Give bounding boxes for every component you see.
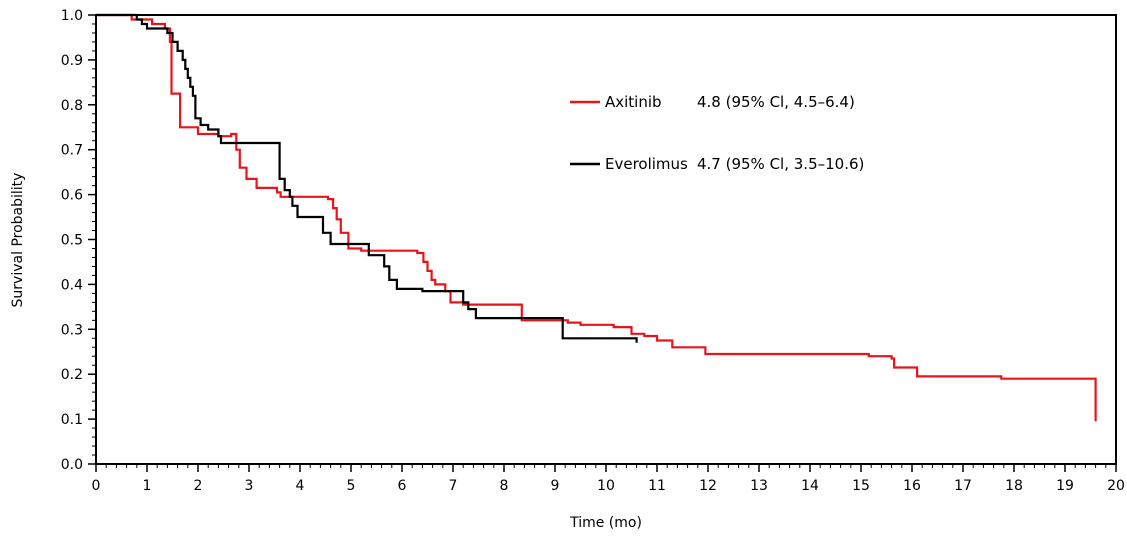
y-tick-label: 0.0 [61, 457, 83, 473]
x-tick-label: 0 [92, 478, 101, 494]
y-tick-label: 1.0 [61, 8, 83, 24]
y-tick-label: 0.7 [61, 143, 83, 159]
x-tick-label: 19 [1056, 478, 1074, 494]
y-tick-label: 0.5 [61, 233, 83, 249]
x-tick-label: 2 [194, 478, 203, 494]
y-tick-label: 0.3 [61, 322, 83, 338]
x-axis-title: Time (mo) [569, 515, 642, 531]
x-tick-label: 10 [597, 478, 615, 494]
y-tick-label: 0.4 [61, 277, 83, 293]
y-axis-title: Survival Probability [10, 173, 26, 308]
legend-name-everolimus: Everolimus [605, 155, 688, 173]
x-tick-label: 14 [801, 478, 819, 494]
x-tick-label: 5 [347, 478, 356, 494]
legend-name-axitinib: Axitinib [605, 93, 662, 111]
x-tick-label: 6 [398, 478, 407, 494]
x-tick-label: 3 [245, 478, 254, 494]
legend-label-everolimus: 4.7 (95% Cl, 3.5–10.6) [697, 155, 864, 173]
x-tick-label: 9 [551, 478, 560, 494]
y-tick-label: 0.6 [61, 188, 83, 204]
x-tick-label: 15 [852, 478, 870, 494]
x-tick-label: 18 [1005, 478, 1023, 494]
x-tick-label: 12 [699, 478, 717, 494]
x-tick-label: 16 [903, 478, 921, 494]
x-tick-label: 20 [1107, 478, 1125, 494]
y-tick-label: 0.1 [61, 412, 83, 428]
series-line-axitinib [96, 13, 1097, 422]
x-tick-label: 7 [449, 478, 458, 494]
x-tick-label: 17 [954, 478, 972, 494]
x-tick-label: 4 [296, 478, 305, 494]
x-tick-label: 11 [648, 478, 666, 494]
legend: Axitinib 4.8 (95% Cl, 4.5–6.4) Everolimu… [570, 93, 864, 173]
x-tick-label: 1 [143, 478, 152, 494]
y-tick-label: 0.2 [61, 367, 83, 383]
x-tick-label: 8 [500, 478, 509, 494]
x-axis-ticks: 0 1 2 3 4 5 6 7 8 9 10 11 12 13 14 15 16 17 18 19 20 [92, 464, 1125, 494]
series-line-everolimus [96, 13, 638, 343]
plot-frame [95, 14, 1117, 465]
y-tick-label: 0.9 [61, 53, 83, 69]
x-tick-label: 13 [750, 478, 768, 494]
y-axis-ticks: 0.0 0.1 0.2 0.3 0.4 0.5 0.6 0.7 0.8 0.9 1.0 [61, 8, 96, 473]
series-layer [96, 13, 1097, 422]
y-tick-label: 0.8 [61, 98, 83, 114]
legend-label-axitinib: 4.8 (95% Cl, 4.5–6.4) [697, 93, 855, 111]
